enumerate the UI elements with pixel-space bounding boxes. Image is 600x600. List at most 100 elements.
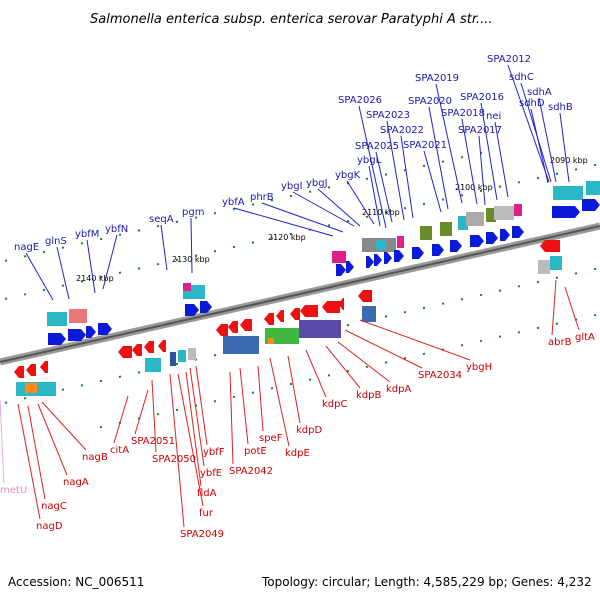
gene-block <box>188 348 196 360</box>
gene-label-sdhd[interactable]: sdhD <box>519 98 545 109</box>
gene-label-sdhc[interactable]: sdhC <box>509 72 534 83</box>
gene-label-glns[interactable]: glnS <box>45 236 67 247</box>
tick-mark <box>517 285 521 288</box>
tick-mark <box>270 387 274 390</box>
gene-label-ybfe[interactable]: ybfE <box>200 468 222 479</box>
gene-label-kdpb[interactable]: kdpB <box>356 390 381 401</box>
gene-label-spa2018[interactable]: SPA2018 <box>441 108 485 119</box>
gene-label-ybfa[interactable]: ybfA <box>222 197 245 208</box>
gene-label-seqa[interactable]: seqA <box>149 214 174 225</box>
tick-mark <box>4 259 8 262</box>
gene-label-pote[interactable]: potE <box>244 446 267 457</box>
gene-label-pgm[interactable]: pgm <box>182 207 204 218</box>
gene-label-nei[interactable]: nei <box>486 111 501 122</box>
tick-mark <box>194 254 198 257</box>
tick-mark <box>175 220 179 224</box>
tick-mark <box>517 181 521 184</box>
gene-label-spa2012[interactable]: SPA2012 <box>487 54 531 65</box>
gene-label-spa2017[interactable]: SPA2017 <box>458 125 502 136</box>
gene-label-sdhb[interactable]: sdhB <box>548 102 573 113</box>
tick-mark <box>536 176 540 180</box>
tick-mark <box>422 352 426 356</box>
gene-block <box>25 383 37 393</box>
gene-label-ybgj[interactable]: ybgJ <box>306 178 328 189</box>
gene-label-spa2020[interactable]: SPA2020 <box>408 96 452 107</box>
gene-block <box>183 283 191 291</box>
reverse-gene-arrow <box>132 344 142 356</box>
gene-label-spa2023[interactable]: SPA2023 <box>366 110 410 121</box>
leader-line <box>551 279 557 336</box>
tick-mark <box>555 276 559 279</box>
gene-label-spa2050[interactable]: SPA2050 <box>152 454 196 465</box>
leader-line <box>239 367 249 445</box>
gene-label-spa2049[interactable]: SPA2049 <box>180 529 224 540</box>
leader-line <box>368 165 381 227</box>
gene-label-spa2025[interactable]: SPA2025 <box>355 141 399 152</box>
gene-label-ybgk[interactable]: ybgK <box>335 170 361 181</box>
tick-mark <box>156 262 160 266</box>
gene-label-glta[interactable]: gltA <box>575 332 595 343</box>
gene-block <box>550 256 562 270</box>
leader-line <box>478 135 486 206</box>
gene-block <box>362 306 376 322</box>
gene-label-ybfn[interactable]: ybfN <box>105 224 128 235</box>
gene-label-spa2019[interactable]: SPA2019 <box>415 73 459 84</box>
forward-gene-arrow <box>470 235 484 247</box>
gene-label-spa2022[interactable]: SPA2022 <box>380 125 424 136</box>
gene-label-spa2034[interactable]: SPA2034 <box>418 370 462 381</box>
tick-mark <box>99 237 103 241</box>
gene-label-nagc[interactable]: nagC <box>41 501 67 512</box>
reverse-gene-arrow <box>540 240 560 252</box>
gene-label-spa2026[interactable]: SPA2026 <box>338 95 382 106</box>
tick-mark <box>479 189 483 193</box>
gene-label-ybgh[interactable]: ybgH <box>466 362 492 373</box>
gene-label-nage[interactable]: nagE <box>14 242 39 253</box>
gene-block <box>145 358 161 372</box>
gene-label-nagd[interactable]: nagD <box>36 521 63 532</box>
gene-label-flda[interactable]: fldA <box>197 488 217 499</box>
leader-line <box>461 118 478 205</box>
gene-label-fur[interactable]: fur <box>199 508 214 519</box>
tick-mark <box>175 258 179 262</box>
gene-label-cita[interactable]: citA <box>110 445 129 456</box>
gene-block <box>170 352 176 366</box>
leader-line <box>428 106 449 210</box>
gene-label-spa2021[interactable]: SPA2021 <box>403 140 447 151</box>
gene-label-spef[interactable]: speF <box>259 433 283 444</box>
tick-mark <box>42 288 46 292</box>
gene-label-kdpe[interactable]: kdpE <box>285 448 310 459</box>
gene-label-ybgi[interactable]: ybgI <box>281 181 303 192</box>
tick-mark <box>555 322 559 325</box>
gene-label-kdpc[interactable]: kdpC <box>322 399 347 410</box>
gene-label-ybgl[interactable]: ybgL <box>357 155 382 166</box>
leader-line <box>317 188 361 227</box>
leader-line <box>305 349 327 398</box>
gene-block <box>514 204 522 216</box>
gene-label-kdpa[interactable]: kdpA <box>386 384 411 395</box>
gene-label-ybff[interactable]: ybfF <box>203 447 225 458</box>
gene-label-spa2016[interactable]: SPA2016 <box>460 92 504 103</box>
tick-mark <box>99 379 103 383</box>
leader-line <box>292 191 355 227</box>
gene-label-abrb[interactable]: abrB <box>548 337 572 348</box>
gene-block <box>299 320 341 338</box>
tick-mark <box>498 335 502 338</box>
gene-label-sdha[interactable]: sdhA <box>527 87 552 98</box>
leader-line <box>507 64 550 183</box>
gene-label-ybfm[interactable]: ybfM <box>75 229 99 240</box>
gene-label-naga[interactable]: nagA <box>63 477 89 488</box>
leader-line <box>102 234 118 290</box>
tick-mark <box>441 160 445 163</box>
leader-line <box>169 373 185 528</box>
gene-label-kdpd[interactable]: kdpD <box>296 425 322 436</box>
tick-mark <box>536 326 540 330</box>
gene-label-nagb[interactable]: nagB <box>82 452 108 463</box>
gene-label-spa2051[interactable]: SPA2051 <box>131 436 175 447</box>
gene-label-spa2042[interactable]: SPA2042 <box>229 466 273 477</box>
tick-mark <box>403 206 407 210</box>
gene-label-phrb[interactable]: phrB <box>250 192 274 203</box>
forward-gene-arrow <box>86 326 96 338</box>
tick-mark <box>232 245 236 249</box>
leader-line <box>564 286 580 331</box>
gene-label-metu[interactable]: metU <box>0 485 27 496</box>
